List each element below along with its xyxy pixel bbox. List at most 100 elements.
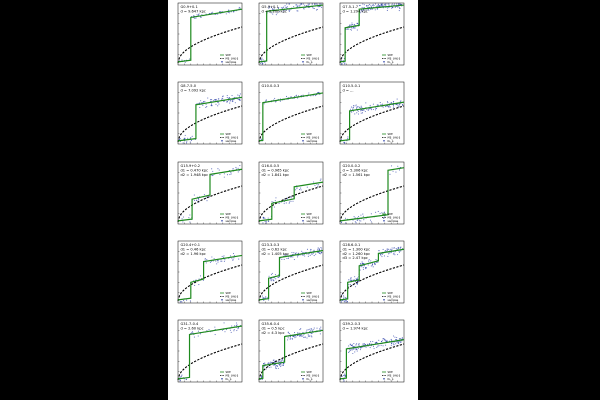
data-point [301,254,303,256]
data-point [263,103,265,105]
data-point [289,337,291,339]
data-point [298,5,300,7]
data-point [217,259,219,262]
data-point [275,197,277,199]
data-point [279,364,281,366]
legend-entry: samples [226,298,237,302]
data-point [348,351,350,353]
data-point [350,29,352,31]
legend-entry: Ṁ$_{fit}$ [307,55,320,60]
data-point [397,254,399,256]
data-point [287,257,289,260]
data-point [287,339,289,341]
data-point [377,104,379,106]
data-point [229,102,231,104]
data-point [270,280,272,282]
data-point [286,6,288,8]
data-point [239,93,241,95]
data-point [233,254,235,257]
data-point [370,213,372,215]
data-point [374,9,376,11]
data-point [311,332,313,334]
data-point [352,348,354,350]
data-point [180,376,182,378]
data-point [302,254,304,256]
data-point [317,247,319,249]
data-point [376,108,378,110]
data-point [383,3,385,5]
data-point [262,59,264,61]
data-point [388,3,390,5]
data-point [189,141,191,143]
data-point [385,105,387,107]
data-point [212,170,214,172]
data-point [394,251,396,253]
fit-step-line [177,254,243,301]
data-point [189,58,191,60]
data-point [350,106,352,108]
data-point [219,173,221,176]
legend-entry: Nₛ_p [307,377,313,381]
data-point [388,248,390,250]
data-point [233,328,235,331]
data-point [360,105,362,107]
data-point [238,258,240,260]
plot-frame [177,319,243,383]
data-point [359,12,361,14]
data-point [389,252,391,254]
panel-label: d3 = 2.47 kpc [343,256,368,260]
data-point [267,217,269,219]
data-point [300,3,302,5]
data-point [394,6,396,9]
plot-frame [258,161,324,225]
data-point [368,6,370,8]
data-point [211,175,213,177]
data-point [349,343,351,346]
data-point [385,344,387,346]
data-point [220,11,222,13]
data-point [400,250,402,252]
data-point [300,187,302,189]
data-point [308,3,310,5]
data-point [376,5,378,7]
data-point [232,259,234,261]
data-point [289,201,291,203]
data-point [189,221,191,223]
data-point [370,8,372,11]
fit-step-line [258,329,324,380]
data-point [200,100,202,102]
data-point [370,341,372,343]
data-point [383,255,385,257]
data-point [299,3,301,5]
panel-label: G0.9+0.1 [181,5,198,9]
data-point [181,59,183,61]
data-point [384,106,386,108]
legend-entry: SDE [226,212,232,216]
data-point [239,164,241,167]
data-point [348,279,350,281]
data-point [303,8,305,10]
data-point [320,326,322,328]
data-point [351,348,353,350]
data-point [223,255,225,257]
data-point [280,363,282,365]
data-point [217,261,219,263]
legend-entry: SDE [388,53,394,57]
data-point [349,28,351,31]
fit-step-line [177,168,243,222]
data-point [204,259,206,261]
legend-entry: Nₛ_p [307,60,313,64]
data-point [274,274,276,276]
data-point [270,6,272,8]
data-point [375,211,377,213]
data-point [293,258,295,261]
data-point [360,347,362,349]
model-curve [339,185,405,223]
data-point [350,279,353,281]
data-point [309,254,311,256]
data-point [235,168,237,170]
panel-label: G23.3-0.3 [262,243,280,247]
